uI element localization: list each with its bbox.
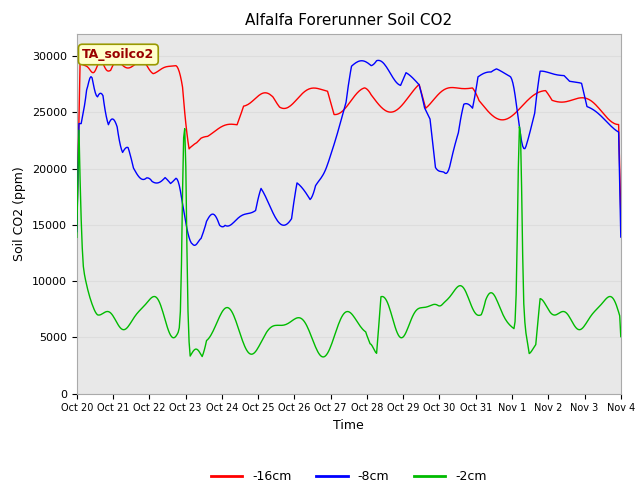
Text: TA_soilco2: TA_soilco2 [82, 48, 154, 61]
X-axis label: Time: Time [333, 419, 364, 432]
Legend: -16cm, -8cm, -2cm: -16cm, -8cm, -2cm [205, 465, 492, 480]
Y-axis label: Soil CO2 (ppm): Soil CO2 (ppm) [13, 166, 26, 261]
Title: Alfalfa Forerunner Soil CO2: Alfalfa Forerunner Soil CO2 [245, 13, 452, 28]
